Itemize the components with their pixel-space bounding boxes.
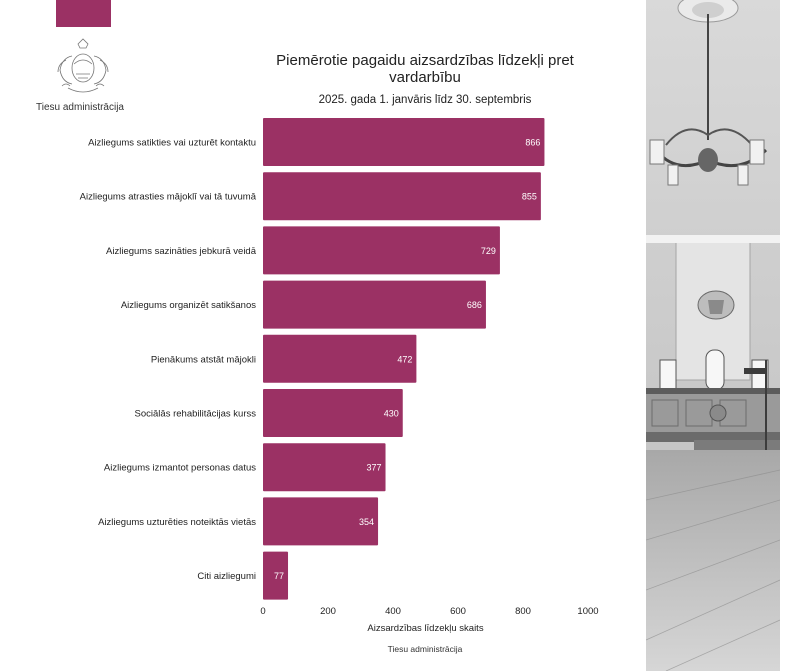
x-tick-label: 800 — [515, 606, 531, 617]
category-label: Sociālās rehabilitācijas kurss — [135, 409, 257, 420]
category-label: Aizliegums sazināties jebkurā veidā — [106, 246, 257, 257]
courtroom-photo — [646, 0, 780, 671]
data-label: 472 — [397, 354, 412, 364]
data-label: 866 — [525, 138, 540, 148]
chart-title: Piemērotie pagaidu aizsardzības līdzekļi… — [276, 52, 574, 86]
x-tick-label: 0 — [260, 606, 265, 617]
x-tick-label: 400 — [385, 606, 401, 617]
x-tick-label: 600 — [450, 606, 466, 617]
x-tick-label: 1000 — [577, 606, 598, 617]
category-label: Pienākums atstāt mājokli — [151, 354, 256, 365]
bar — [263, 551, 289, 600]
data-label: 77 — [274, 571, 284, 581]
x-tick-label: 200 — [320, 606, 336, 617]
bar — [263, 118, 545, 166]
source-note: Tiesu administrācija — [387, 644, 463, 654]
category-label: Aizliegums uzturēties noteiktās vietās — [98, 517, 256, 528]
category-label: Aizliegums satikties vai uzturēt kontakt… — [88, 138, 256, 149]
data-label: 855 — [522, 192, 537, 202]
bar — [263, 334, 417, 383]
bar — [263, 389, 403, 437]
bar — [263, 280, 486, 329]
brand-color-block — [56, 0, 111, 27]
category-label: Aizliegums organizēt satikšanos — [121, 300, 256, 311]
x-axis-label: Aizsardzības līdzekļu skaits — [367, 623, 483, 634]
coat-of-arms-logo — [48, 38, 118, 98]
category-label: Aizliegums izmantot personas datus — [104, 463, 256, 474]
data-label: 377 — [366, 463, 381, 473]
data-label: 729 — [481, 246, 496, 256]
bar — [263, 497, 379, 546]
bar — [263, 226, 500, 275]
bar-chart: 866 Aizliegums satikties vai uzturēt kont… — [80, 118, 599, 634]
data-label: 686 — [467, 300, 482, 310]
org-name: Tiesu administrācija — [36, 102, 124, 113]
bar — [263, 443, 386, 492]
bar — [263, 172, 541, 221]
category-label: Citi aizliegumi — [197, 571, 256, 582]
data-label: 430 — [384, 409, 399, 419]
chart-subtitle: 2025. gada 1. janvāris līdz 30. septembr… — [318, 94, 532, 106]
category-label: Aizliegums atrasties mājoklī vai tā tuvu… — [80, 192, 257, 203]
data-label: 354 — [359, 517, 374, 527]
